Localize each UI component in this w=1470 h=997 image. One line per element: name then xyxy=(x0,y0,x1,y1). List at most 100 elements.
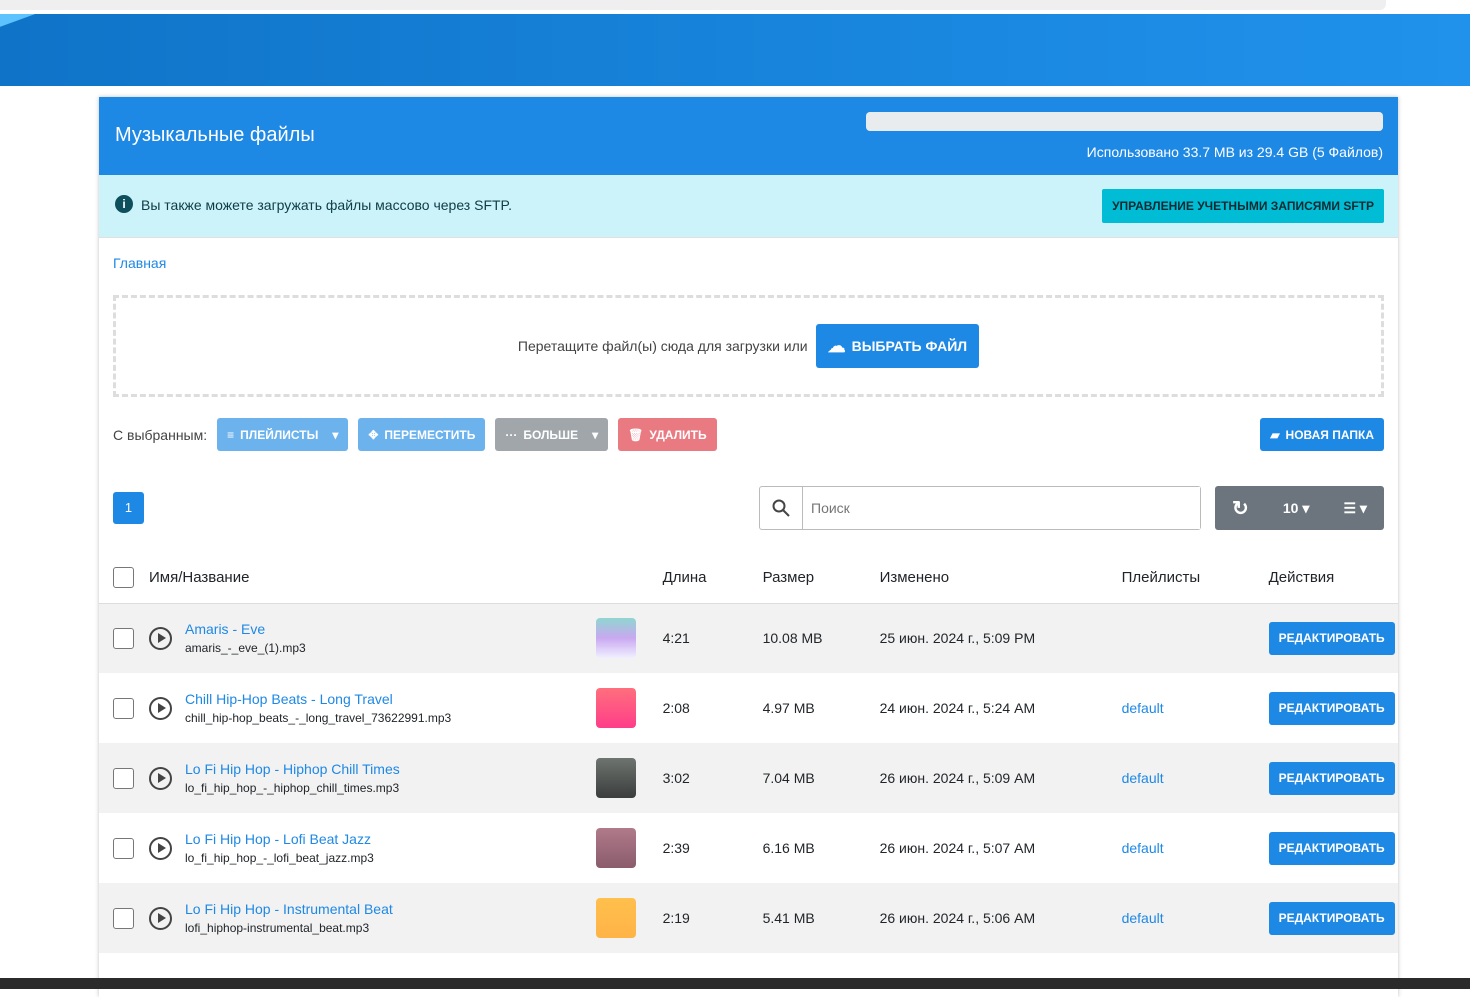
row-checkbox[interactable] xyxy=(113,837,134,859)
track-title[interactable]: Lo Fi Hip Hop - Hiphop Chill Times xyxy=(185,761,400,777)
track-title[interactable]: Chill Hip-Hop Beats - Long Travel xyxy=(185,691,393,707)
album-art xyxy=(595,688,636,728)
track-title[interactable]: Amaris - Eve xyxy=(185,621,266,638)
table-row: Lo Fi Hip Hop - Hiphop Chill Times lo_fi_… xyxy=(99,743,1398,813)
play-icon[interactable] xyxy=(149,696,172,720)
edit-button[interactable]: РЕДАКТИРОВАТЬ xyxy=(1268,901,1395,935)
move-button[interactable]: ✥ ПЕРЕМЕСТИТЬ xyxy=(358,418,486,451)
select-all-checkbox[interactable] xyxy=(113,567,134,589)
delete-label: УДАЛИТЬ xyxy=(649,427,707,442)
refresh-icon[interactable]: ↻ xyxy=(1232,497,1249,520)
edit-button[interactable]: РЕДАКТИРОВАТЬ xyxy=(1268,691,1395,725)
playlists-label: ПЛЕЙЛИСТЫ xyxy=(240,427,319,442)
play-icon[interactable] xyxy=(149,906,172,930)
bulk-label: С выбранным: xyxy=(113,426,208,443)
album-art xyxy=(595,828,636,868)
track-size: 7.04 MB xyxy=(762,743,880,813)
track-modified: 24 июн. 2024 г., 5:24 AM xyxy=(879,700,1036,716)
taskbar xyxy=(0,978,1470,989)
per-page-select[interactable]: 10 ▾ xyxy=(1282,499,1310,516)
playlist-link[interactable]: default xyxy=(1121,910,1164,926)
play-icon[interactable] xyxy=(149,626,172,650)
row-checkbox[interactable] xyxy=(113,627,134,649)
play-icon[interactable] xyxy=(149,766,172,790)
col-modified[interactable]: Изменено xyxy=(879,553,1122,604)
storage-usage: Использовано 33.7 MB из 29.4 GB (5 Файло… xyxy=(1086,144,1383,160)
choose-file-button[interactable]: ☁ ВЫБРАТЬ ФАЙЛ xyxy=(815,324,980,368)
col-playlists: Плейлисты xyxy=(1121,553,1269,604)
more-button[interactable]: ··· БОЛЬШЕ ▾ xyxy=(495,418,609,451)
logo-stripe xyxy=(0,14,95,42)
track-modified: 26 июн. 2024 г., 5:07 AM xyxy=(879,840,1036,856)
files-table: Имя/Название Длина Размер Изменено Плейл… xyxy=(99,553,1398,953)
page-title: Музыкальные файлы xyxy=(115,124,315,146)
search-icon xyxy=(760,487,803,529)
bulk-actions: С выбранным: ≡ ПЛЕЙЛИСТЫ ▾ ✥ ПЕРЕМЕСТИТЬ ··… xyxy=(113,418,717,451)
edit-button[interactable]: РЕДАКТИРОВАТЬ xyxy=(1268,621,1395,655)
track-filename: lo_fi_hip_hop_-_hiphop_chill_times.mp3 xyxy=(185,781,400,795)
site-banner xyxy=(0,14,1470,86)
playlist-link[interactable]: default xyxy=(1121,840,1164,856)
new-folder-label: НОВАЯ ПАПКА xyxy=(1285,427,1374,442)
track-title[interactable]: Lo Fi Hip Hop - Instrumental Beat xyxy=(185,901,393,917)
search-input[interactable] xyxy=(803,487,1200,529)
music-files-card: Музыкальные файлы Использовано 33.7 MB и… xyxy=(99,97,1398,997)
search-box xyxy=(759,486,1201,530)
choose-file-label: ВЫБРАТЬ ФАЙЛ xyxy=(851,338,968,354)
edit-button[interactable]: РЕДАКТИРОВАТЬ xyxy=(1268,761,1395,795)
move-label: ПЕРЕМЕСТИТЬ xyxy=(384,427,476,442)
manage-sftp-button[interactable]: УПРАВЛЕНИЕ УЧЕТНЫМИ ЗАПИСЯМИ SFTP xyxy=(1102,189,1384,223)
track-filename: amaris_-_eve_(1).mp3 xyxy=(185,641,306,656)
per-page-value: 10 xyxy=(1282,499,1299,516)
play-icon[interactable] xyxy=(149,836,172,860)
list-icon: ≡ xyxy=(227,427,235,442)
track-length: 2:19 xyxy=(662,883,763,953)
col-size[interactable]: Размер xyxy=(762,553,880,604)
move-icon: ✥ xyxy=(368,427,379,442)
playlists-button[interactable]: ≡ ПЛЕЙЛИСТЫ ▾ xyxy=(217,418,349,451)
more-label: БОЛЬШЕ xyxy=(523,427,579,442)
row-checkbox[interactable] xyxy=(113,697,134,719)
trash-icon: 🗑 xyxy=(628,427,644,442)
playlist-link[interactable]: default xyxy=(1121,700,1164,716)
track-length: 2:08 xyxy=(662,700,690,716)
track-length: 2:39 xyxy=(662,840,690,856)
table-tools: ↻ 10 ▾ ☰ ▾ xyxy=(1215,486,1384,530)
table-row: Amaris - Eve amaris_-_eve_(1).mp3 4:21 10… xyxy=(99,603,1398,673)
caret-down-icon: ▾ xyxy=(592,427,599,442)
delete-button[interactable]: 🗑 УДАЛИТЬ xyxy=(618,418,717,451)
playlist-link[interactable]: default xyxy=(1121,770,1164,786)
edit-button[interactable]: РЕДАКТИРОВАТЬ xyxy=(1268,831,1395,865)
track-title[interactable]: Lo Fi Hip Hop - Lofi Beat Jazz xyxy=(185,831,371,847)
storage-progress-bar xyxy=(866,112,1383,131)
browser-bar xyxy=(0,0,1470,14)
row-checkbox[interactable] xyxy=(113,767,134,789)
ellipsis-icon: ··· xyxy=(505,427,518,442)
table-row: Lo Fi Hip Hop - Instrumental Beat lofi_hi… xyxy=(99,883,1398,953)
info-icon: i xyxy=(115,195,133,213)
breadcrumb-home[interactable]: Главная xyxy=(113,255,167,271)
track-size: 10.08 MB xyxy=(762,603,880,673)
new-folder-button[interactable]: ▰ НОВАЯ ПАПКА xyxy=(1260,418,1384,451)
upload-dropzone[interactable]: Перетащите файл(ы) сюда для загрузки или… xyxy=(113,295,1384,397)
track-modified: 26 июн. 2024 г., 5:09 AM xyxy=(879,743,1122,813)
address-bar[interactable] xyxy=(0,0,1386,10)
filter-icon[interactable]: ☰ ▾ xyxy=(1343,499,1367,516)
col-actions: Действия xyxy=(1268,553,1398,604)
track-filename: lo_fi_hip_hop_-_lofi_beat_jazz.mp3 xyxy=(185,851,374,865)
album-art xyxy=(595,618,636,659)
folder-icon: ▰ xyxy=(1270,427,1280,442)
col-name[interactable]: Имя/Название xyxy=(149,553,596,604)
page-1-button[interactable]: 1 xyxy=(113,492,144,524)
sftp-info: i Вы также можете загружать файлы массов… xyxy=(99,175,1398,238)
track-modified: 25 июн. 2024 г., 5:09 PM xyxy=(879,603,1122,673)
row-checkbox[interactable] xyxy=(113,907,134,929)
col-length[interactable]: Длина xyxy=(662,553,763,604)
sftp-info-text: Вы также можете загружать файлы массово … xyxy=(141,197,512,213)
card-header: Музыкальные файлы Использовано 33.7 MB и… xyxy=(99,97,1398,175)
track-filename: chill_hip-hop_beats_-_long_travel_736229… xyxy=(185,711,452,725)
track-size: 6.16 MB xyxy=(762,840,815,856)
track-length: 4:21 xyxy=(662,603,763,673)
cloud-upload-icon: ☁ xyxy=(827,335,846,356)
table-row: Lo Fi Hip Hop - Lofi Beat Jazz lo_fi_hip_… xyxy=(99,813,1398,883)
